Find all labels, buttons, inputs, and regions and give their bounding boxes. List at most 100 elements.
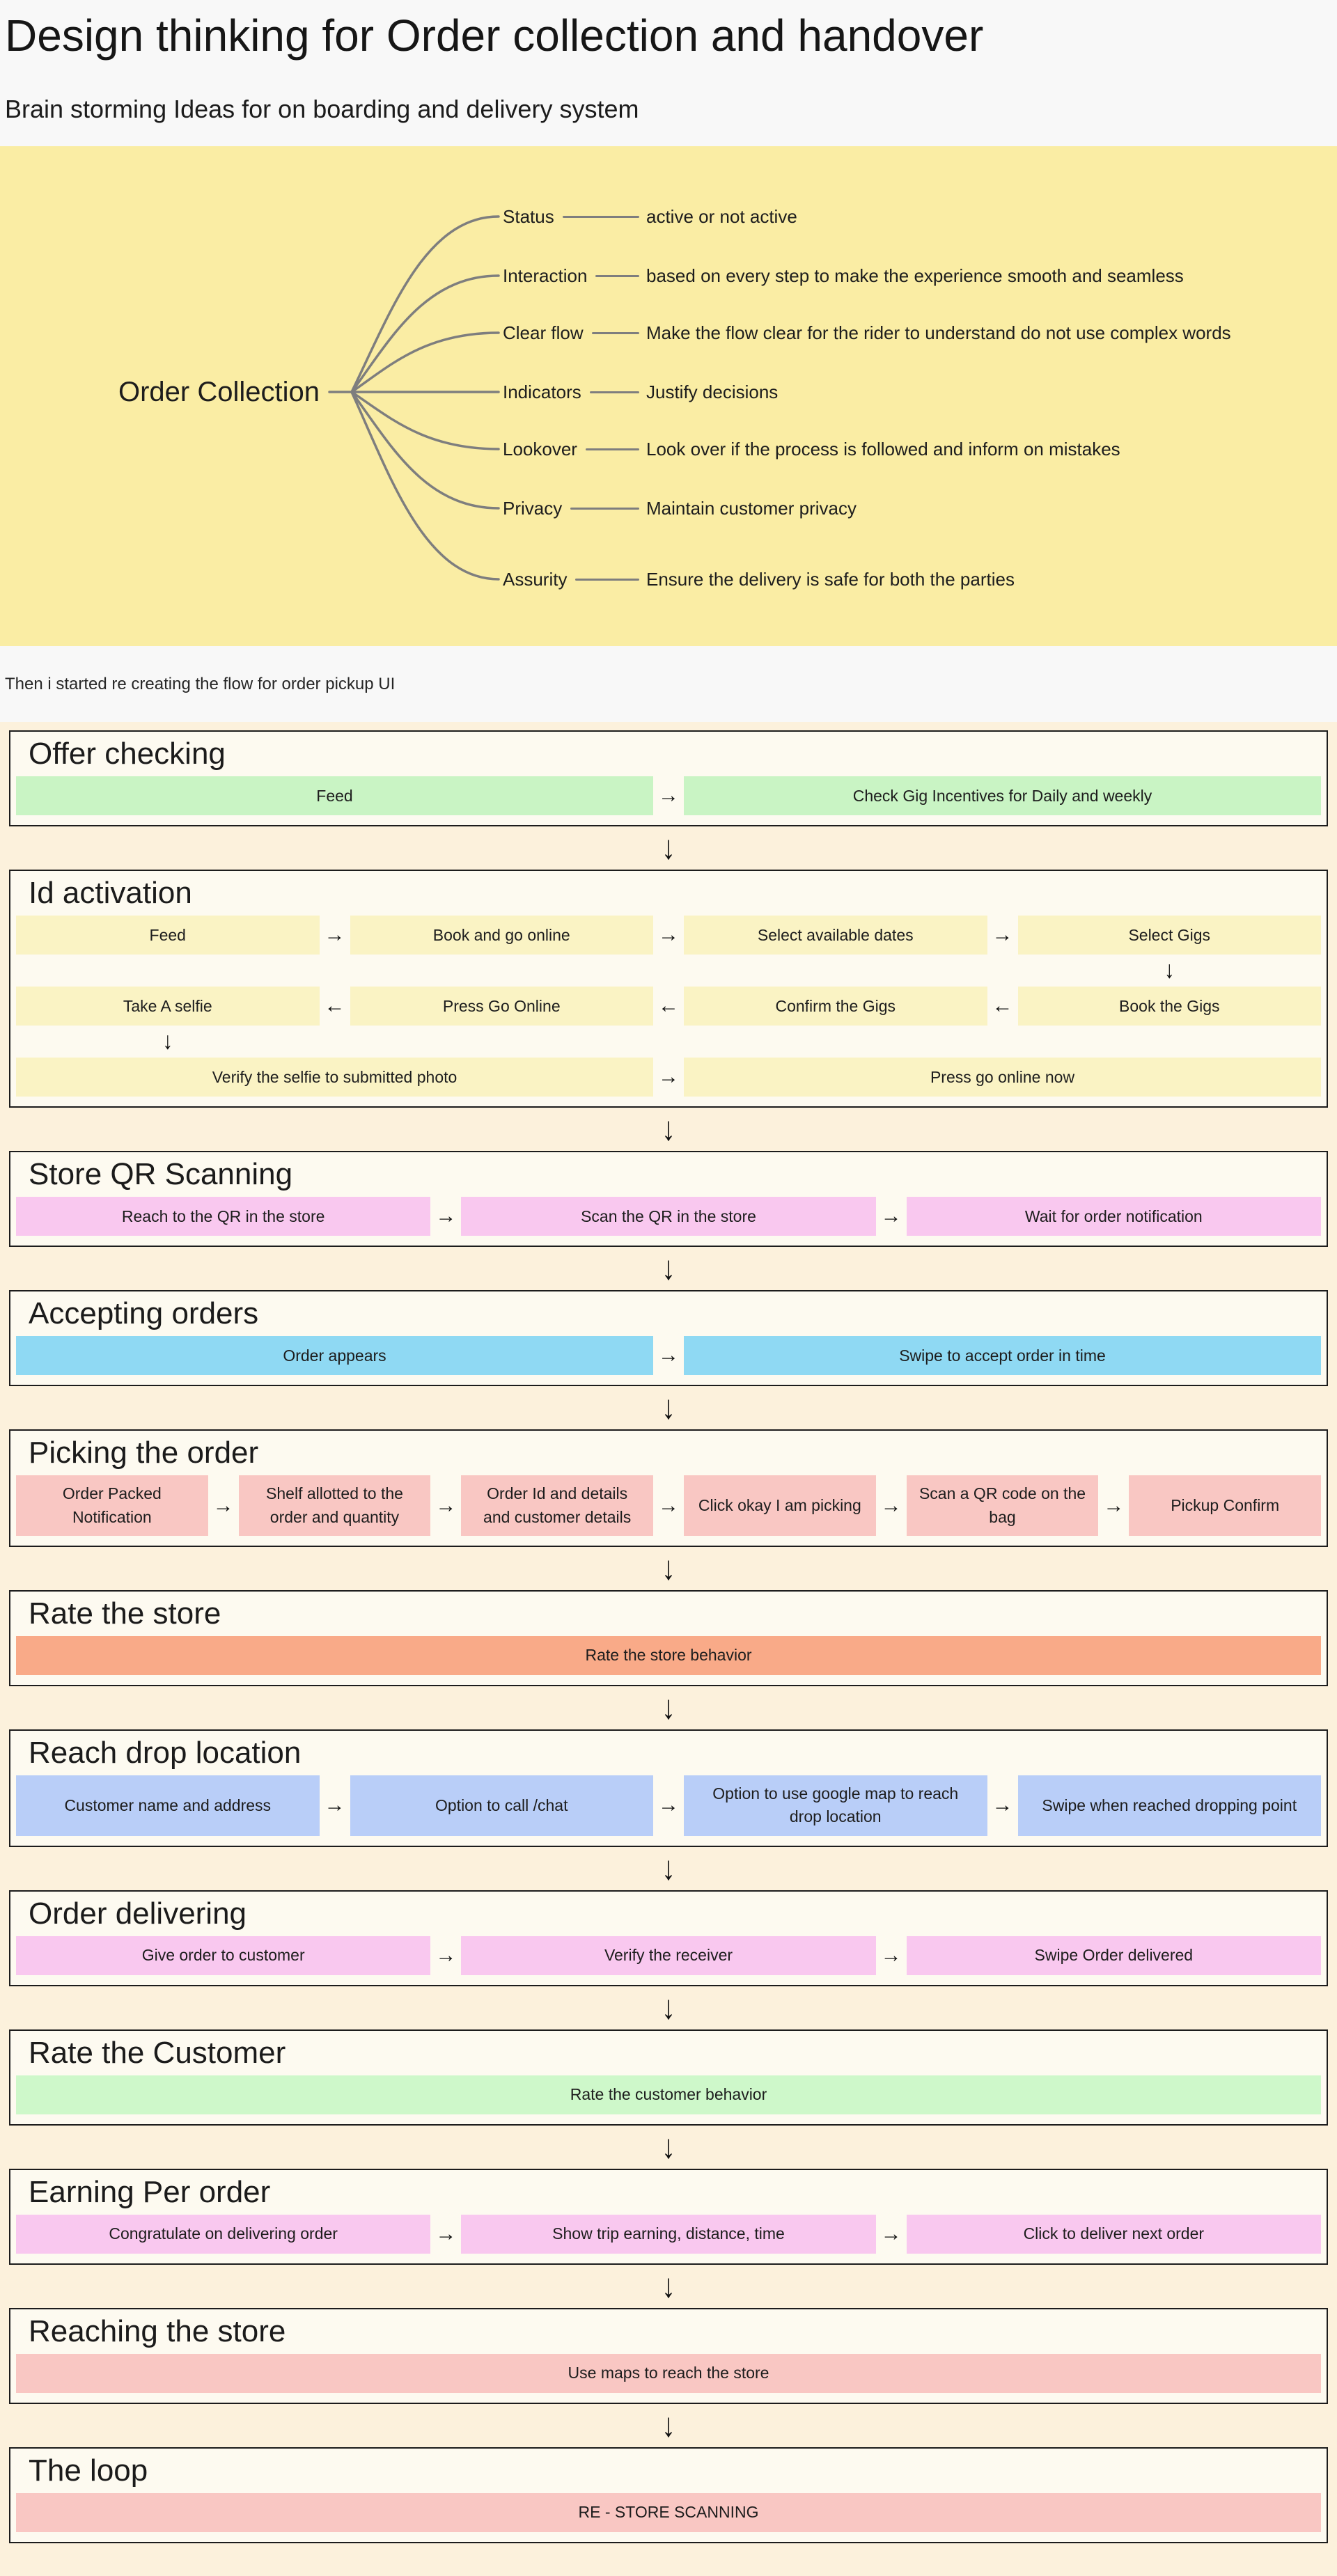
branch-connector-line (562, 215, 639, 218)
branch-label: Status (503, 205, 554, 227)
mindmap-branch: Lookover Look over if the process is foll… (503, 437, 1120, 461)
mindmap-branch: Status active or not active (503, 205, 797, 228)
flow-box: Select available dates (684, 916, 987, 955)
branch-description: active or not active (646, 205, 797, 227)
section-reaching-the-store: Reaching the store Use maps to reach the … (9, 2307, 1328, 2404)
flow-box: RE - STORE SCANNING (16, 2492, 1321, 2532)
flow-box: Give order to customer (16, 1935, 431, 1975)
branch-connector-line (591, 331, 639, 334)
flow-box: Pickup Confirm (1129, 1475, 1321, 1537)
right-arrow-icon: → (992, 1793, 1013, 1817)
flow-box: Press Go Online (350, 987, 653, 1026)
branch-connector-line (595, 274, 639, 277)
branch-description: Make the flow clear for the rider to und… (646, 322, 1231, 343)
down-arrow-icon: ↓ (1164, 957, 1175, 984)
flow-box: Select Gigs (1017, 916, 1321, 955)
section-down-arrow-icon: ↓ (662, 1550, 675, 1587)
section-down-arrow-icon: ↓ (662, 1110, 675, 1148)
section-down-arrow-icon: ↓ (662, 829, 675, 867)
section-down-arrow-icon: ↓ (662, 1849, 675, 1887)
mindmap-connectors (328, 215, 500, 581)
flow-box: Verify the selfie to submitted photo (16, 1058, 653, 1097)
mindmap-branch: Clear flow Make the flow clear for the ri… (503, 321, 1231, 345)
right-arrow-icon: ← (658, 994, 679, 1018)
section-offer-checking: Offer checking Feed → Check Gig Incentives … (9, 730, 1328, 827)
spacer (653, 955, 684, 987)
right-arrow-icon: → (212, 1493, 234, 1517)
flow-box: Order Packed Notification (16, 1475, 208, 1537)
branch-label: Clear flow (503, 322, 584, 343)
flow-box: Option to use google map to reach drop l… (684, 1775, 987, 1836)
section-title: Earning Per order (29, 2174, 271, 2209)
branch-label: Lookover (503, 438, 577, 460)
branch-label: Indicators (503, 381, 581, 402)
right-arrow-icon: → (658, 1344, 679, 1367)
flow-box: Show trip earning, distance, time (461, 2214, 876, 2254)
section-store-qr-scanning: Store QR Scanning Reach to the QR in the … (9, 1151, 1328, 1248)
right-arrow-icon: ← (992, 994, 1013, 1018)
mindmap-branch: Indicators Justify decisions (503, 380, 778, 404)
mindmap-branch: Privacy Maintain customer privacy (503, 496, 857, 520)
section-rate-the-customer: Rate the Customer Rate the customer behav… (9, 2029, 1328, 2126)
section-title: Id activation (29, 876, 192, 911)
flow-box: Take A selfie (16, 987, 320, 1026)
spacer (320, 1026, 350, 1058)
page-subtitle: Brain storming Ideas for on boarding and… (5, 95, 639, 124)
flow-box: Option to call /chat (350, 1775, 653, 1836)
spacer (987, 1026, 1018, 1058)
flow-box: Click to deliver next order (906, 2214, 1321, 2254)
section-down-arrow-icon: ↓ (662, 1389, 675, 1427)
branch-connector-line (585, 448, 639, 450)
section-title: Reach drop location (29, 1736, 302, 1770)
flow-box: Use maps to reach the store (16, 2353, 1321, 2393)
section-down-arrow-icon: ↓ (662, 1988, 675, 2026)
right-arrow-icon: → (658, 784, 679, 808)
flow-box: Press go online now (684, 1058, 1321, 1097)
section-earning-per-order: Earning Per order Congratulate on deliver… (9, 2168, 1328, 2265)
right-arrow-icon: → (657, 1493, 679, 1517)
section-title: The loop (29, 2453, 148, 2488)
mindmap-branch: Interaction based on every step to make t… (503, 264, 1184, 288)
section-id-activation: Id activation Feed → Book and go online → Sel… (9, 870, 1328, 1108)
right-arrow-icon: → (435, 1943, 457, 1967)
section-title: Store QR Scanning (29, 1157, 293, 1192)
section-the-loop: The loop RE - STORE SCANNING (9, 2447, 1328, 2543)
flow-box: Book and go online (350, 916, 653, 955)
section-title: Reaching the store (29, 2314, 286, 2348)
section-title: Rate the store (29, 1596, 221, 1631)
flow-box: Confirm the Gigs (684, 987, 987, 1026)
right-arrow-icon: → (658, 923, 679, 947)
branch-label: Interaction (503, 265, 588, 286)
section-down-arrow-icon: ↓ (662, 2128, 675, 2165)
flow-box: Check Gig Incentives for Daily and weekl… (684, 776, 1321, 816)
section-rate-the-store: Rate the store Rate the store behavior (9, 1590, 1328, 1687)
mindmap-branch: Assurity Ensure the delivery is safe for … (503, 567, 1015, 591)
right-arrow-icon: → (880, 2222, 902, 2245)
right-arrow-icon: → (880, 1943, 902, 1967)
flow-box: Order appears (16, 1336, 653, 1376)
section-down-arrow-icon: ↓ (662, 2267, 675, 2304)
branch-label: Assurity (503, 568, 568, 590)
section-accepting-orders: Accepting orders Order appears → Swipe to a… (9, 1290, 1328, 1387)
section-picking-the-order: Picking the order Order Packed Notificati… (9, 1429, 1328, 1548)
flow-box: Scan the QR in the store (461, 1197, 876, 1236)
section-title: Accepting orders (29, 1296, 259, 1331)
section-down-arrow-icon: ↓ (662, 1689, 675, 1726)
spacer (320, 955, 350, 987)
flow-box: Feed (16, 776, 653, 816)
right-arrow-icon: → (324, 923, 345, 947)
section-reach-drop-location: Reach drop location Customer name and add… (9, 1729, 1328, 1847)
spacer (350, 1026, 654, 1058)
header-area: Design thinking for Order collection and… (0, 0, 1337, 723)
flow-box: Swipe when reached dropping point (1017, 1775, 1321, 1836)
spacer (987, 955, 1018, 987)
spacer (16, 955, 320, 987)
branch-description: Ensure the delivery is safe for both the… (646, 568, 1015, 590)
flow-box: Shelf allotted to the order and quantity (238, 1475, 431, 1537)
section-title: Rate the Customer (29, 2035, 286, 2070)
branch-description: Justify decisions (646, 381, 779, 402)
flow-box: Swipe to accept order in time (684, 1336, 1321, 1376)
spacer (684, 1026, 987, 1058)
mindmap-canvas: Order Collection Status active or not act… (0, 146, 1337, 647)
section-down-arrow-icon: ↓ (662, 1250, 675, 1287)
